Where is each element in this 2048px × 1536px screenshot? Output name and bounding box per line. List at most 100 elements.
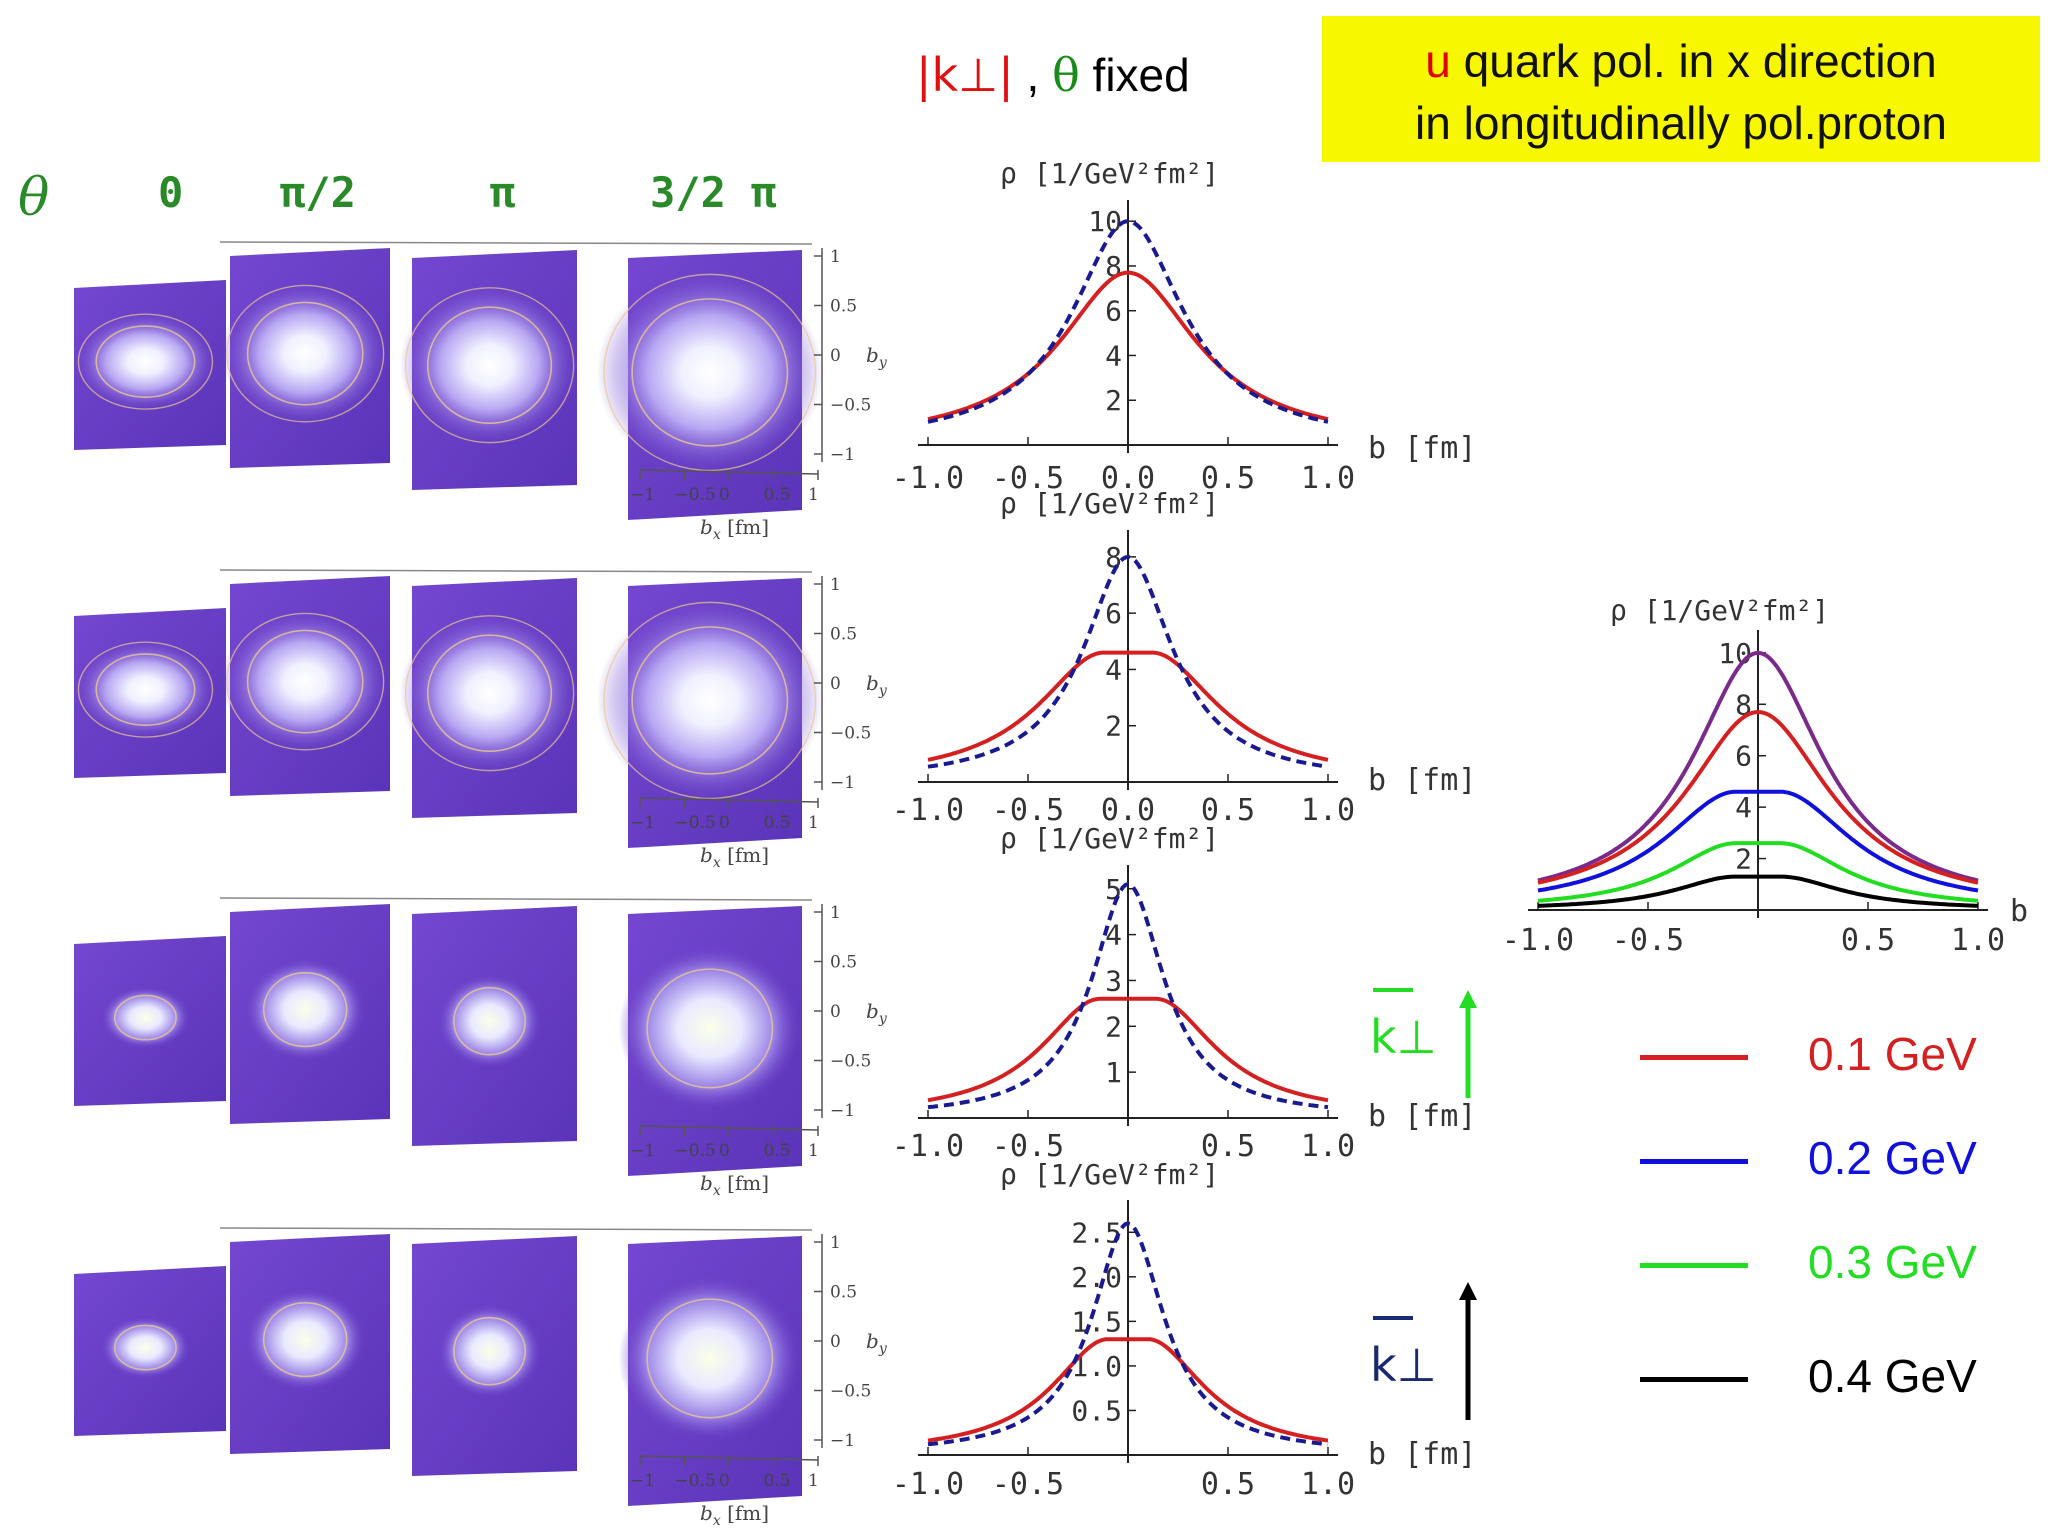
density-map-panel: [399, 250, 580, 490]
density-map-panel: [73, 608, 226, 778]
map-contour: [603, 601, 817, 800]
x-axis-label: b [fm]: [1368, 763, 1476, 798]
by-tick-label: 0: [830, 674, 841, 694]
x-axis-label: b [fm]: [1368, 1437, 1476, 1472]
x-tick-label: -0.5: [992, 793, 1064, 828]
by-tick-label: 0.5: [830, 953, 857, 973]
density-map-panel: [399, 578, 580, 818]
y-tick-label: 2: [1735, 843, 1752, 876]
x-tick-label: -1.0: [1502, 923, 1574, 958]
density-map-panel: [412, 906, 577, 1146]
y-tick-label: 4: [1735, 791, 1752, 824]
map-contour: [426, 306, 553, 425]
y-axis-label: ρ [1/GeV²fm²]: [1000, 1158, 1219, 1191]
x-tick-label: -1.0: [892, 1129, 964, 1164]
bx-tick-label: −1: [630, 1141, 655, 1161]
map-contour: [246, 629, 364, 734]
k-vector-bar-dark: [1373, 1316, 1413, 1320]
arrow-up-green-icon: [1459, 990, 1477, 1098]
y-tick-label: 2: [1105, 710, 1122, 743]
density-map-row: 10.50−0.5−1by−1 −0.5 0 0.5 1bx [fm]: [73, 569, 888, 871]
x-tick-label: -0.5: [992, 1129, 1064, 1164]
by-tick-label: −0.5: [830, 724, 871, 744]
x-tick-label: -1.0: [892, 1467, 964, 1502]
density-map-panel: [230, 1234, 390, 1454]
map-box-edge: [219, 241, 813, 245]
k-vector-bar-green: [1373, 988, 1413, 992]
y-tick-label: 4: [1105, 339, 1122, 372]
by-tick-label: 0: [830, 346, 841, 366]
fixed-condition-label: |k⊥| , θ fixed: [916, 48, 1190, 102]
bx-tick-label: −1: [630, 485, 655, 505]
density-map-panel: [221, 576, 390, 796]
bx-tick-label: 1: [808, 1141, 819, 1161]
series-line-solid: [1537, 841, 1979, 903]
y-tick-label: 10: [1718, 637, 1752, 670]
y-tick-label: 10: [1088, 205, 1122, 238]
k-perp-dark-label: k⊥: [1370, 1338, 1437, 1392]
bx-tick-label: 1: [808, 485, 819, 505]
map-contour: [603, 273, 817, 472]
density-map-row: 10.50−0.5−1by−1 −0.5 0 0.5 1bx [fm]: [73, 241, 888, 543]
density-map-panel: [596, 250, 824, 520]
map-contour: [77, 313, 214, 410]
by-tick-label: −1: [830, 1101, 855, 1121]
by-tick-label: −0.5: [830, 396, 871, 416]
map-contour: [646, 968, 774, 1089]
density-map-panel: [596, 578, 824, 848]
bx-tick-label: 0.5: [764, 1471, 791, 1491]
title-highlight: u: [1425, 35, 1451, 87]
arrow-up-black-icon: [1459, 1282, 1477, 1420]
x-tick-label: 0.5: [1841, 923, 1895, 958]
density-map-row: 10.50−0.5−1by−1 −0.5 0 0.5 1bx [fm]: [74, 1227, 888, 1529]
theta-label-2: π: [490, 168, 516, 217]
map-box-edge: [219, 897, 813, 901]
legend-swatch: [1640, 1159, 1748, 1164]
map-density-spot: [596, 597, 824, 804]
by-tick-label: 1: [830, 247, 841, 267]
by-tick-label: 1: [830, 575, 841, 595]
x-tick-label: 1.0: [1301, 461, 1355, 496]
bx-tick-label: 1: [808, 1471, 819, 1491]
x-tick-label: 0.0: [1101, 793, 1155, 828]
map-contour: [631, 298, 789, 447]
map-contour: [113, 994, 177, 1041]
map-box-edge: [219, 1227, 813, 1231]
bx-axis-label: bx [fm]: [700, 1171, 769, 1199]
by-tick-label: −0.5: [830, 1382, 871, 1402]
x-axis-label: b [fm]: [1368, 1099, 1476, 1134]
density-map-panel: [412, 1236, 577, 1476]
x-tick-label: 1.0: [1301, 1129, 1355, 1164]
density-map-panel: [618, 906, 802, 1176]
x-tick-label: -1.0: [892, 461, 964, 496]
bx-axis: −1 −0.5 0 0.5 1 bx [fm]: [630, 469, 819, 543]
series-line-solid: [1537, 650, 1979, 883]
y-axis-label: ρ [1/GeV²fm²]: [1000, 157, 1219, 190]
fixed-k-label: |k⊥|: [916, 48, 1014, 102]
legend-swatch: [1640, 1377, 1748, 1382]
fixed-sep: ,: [1013, 49, 1053, 101]
map-contour: [631, 626, 789, 775]
map-box-edge: [219, 569, 813, 573]
legend-swatch: [1640, 1263, 1748, 1268]
k-perp-green-label: k⊥: [1370, 1010, 1437, 1064]
by-tick-label: −1: [830, 773, 855, 793]
bx-tick-label: −0.5: [675, 813, 716, 833]
by-tick-label: −1: [830, 1431, 855, 1451]
map-contour: [226, 612, 385, 751]
theta-label-0: 0: [158, 168, 184, 217]
theta-label-1: π/2: [280, 168, 356, 217]
map-contour: [262, 1301, 348, 1378]
x-tick-label: 1.0: [1951, 923, 2005, 958]
map-contour: [453, 986, 526, 1056]
density-map-panel: [73, 280, 226, 450]
by-tick-label: −1: [830, 445, 855, 465]
series-line-dashed: [927, 1221, 1329, 1447]
by-tick-label: 0.5: [830, 297, 857, 317]
y-axis-label: ρ [1/GeV²fm²]: [1000, 822, 1219, 855]
by-axis: 10.50−0.5−1by: [814, 247, 888, 465]
bx-tick-label: 0: [719, 1141, 730, 1161]
density-map-row: 10.50−0.5−1by−1 −0.5 0 0.5 1bx [fm]: [74, 897, 888, 1199]
